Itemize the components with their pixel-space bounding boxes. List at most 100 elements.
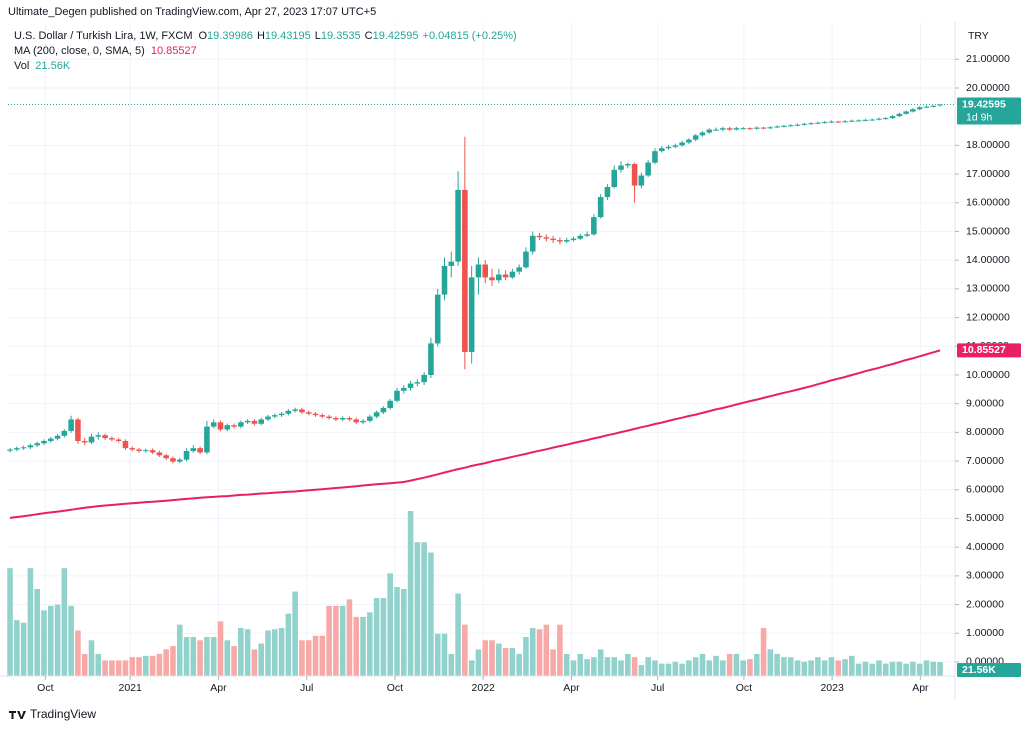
- volume-bar: [61, 568, 68, 676]
- volume-bar: [821, 660, 828, 676]
- volume-bar: [143, 655, 149, 676]
- volume-bar: [862, 661, 869, 676]
- volume-bar: [115, 660, 122, 676]
- volume-bar: [136, 657, 142, 676]
- y-tick-label: 10.00000: [966, 369, 1010, 381]
- volume-bar: [258, 643, 264, 676]
- volume-bar: [753, 653, 760, 676]
- legend-text: O: [198, 30, 207, 42]
- candle-body: [882, 118, 889, 120]
- candle-body: [821, 122, 828, 124]
- candle-body: [109, 438, 115, 440]
- candle-body: [244, 420, 251, 423]
- candle-body: [591, 217, 597, 235]
- candle-body: [835, 121, 842, 123]
- candle-body: [767, 127, 774, 129]
- candle-body: [713, 129, 719, 131]
- volume-bar: [496, 643, 502, 676]
- volume-bar: [122, 660, 129, 676]
- volume-bar: [428, 552, 434, 676]
- candle-body: [869, 119, 875, 121]
- candle-body: [176, 459, 183, 462]
- legend-text: 19.42595: [373, 30, 419, 42]
- candle-body: [136, 449, 142, 452]
- candle-body: [367, 416, 373, 421]
- volume-bar: [129, 657, 136, 676]
- candle-body: [251, 420, 258, 424]
- candle-body: [489, 277, 495, 281]
- y-tick-label: 18.00000: [966, 139, 1010, 151]
- candle-body: [726, 128, 733, 130]
- volume-bar: [238, 627, 244, 676]
- volume-bar: [204, 637, 210, 676]
- candle-body: [183, 451, 190, 460]
- candle-body: [27, 445, 34, 448]
- volume-bar: [190, 637, 197, 676]
- x-tick-label: Apr: [563, 682, 580, 694]
- volume-bar: [896, 661, 903, 676]
- candle-body: [930, 105, 937, 107]
- x-tick-label: 2022: [472, 682, 496, 694]
- volume-bar: [787, 657, 794, 676]
- volume-bar: [373, 598, 380, 676]
- x-tick-label: Oct: [736, 682, 752, 694]
- candle-body: [278, 413, 285, 416]
- candle-body: [61, 430, 68, 436]
- candle-body: [502, 274, 509, 278]
- volume-bar: [638, 664, 645, 676]
- candle-body: [380, 407, 387, 413]
- legend-text: +0.04815 (+0.25%): [423, 30, 517, 42]
- candle-body: [577, 235, 584, 239]
- y-tick-label: 8.00000: [966, 426, 1004, 438]
- candle-body: [706, 129, 713, 133]
- legend-text: 19.39986: [207, 30, 253, 42]
- candle-body: [20, 447, 27, 449]
- volume-bar: [482, 640, 489, 676]
- volume-bar: [516, 653, 522, 676]
- legend-text: 19.43195: [265, 30, 311, 42]
- candle-body: [774, 126, 780, 128]
- last-price-tag: 19.42595: [962, 98, 1006, 110]
- volume-bar: [272, 629, 278, 676]
- candle-body: [448, 261, 455, 266]
- candle-body: [238, 422, 244, 427]
- volume-bar: [828, 657, 835, 676]
- volume-bar: [170, 646, 176, 676]
- volume-bar: [54, 604, 61, 676]
- candle-body: [543, 237, 550, 239]
- candle-body: [190, 448, 197, 452]
- candle-body: [394, 390, 400, 401]
- brand-logo: [9, 711, 26, 719]
- volume-bar: [577, 653, 584, 676]
- volume-bar: [68, 605, 74, 676]
- volume-bar: [523, 637, 529, 676]
- candle-body: [95, 435, 102, 437]
- x-tick-label: 2023: [820, 682, 844, 694]
- volume-bar: [210, 637, 217, 676]
- candle-body: [400, 387, 407, 391]
- volume-bar: [434, 633, 441, 676]
- volume-bar: [47, 605, 54, 676]
- volume-bar: [156, 653, 163, 676]
- volume-bar: [733, 653, 740, 676]
- candle-body: [550, 238, 556, 241]
- volume-bar: [930, 661, 937, 676]
- candle-body: [115, 439, 122, 441]
- volume-bar: [740, 660, 746, 676]
- volume-bar: [326, 605, 332, 676]
- candle-body: [910, 109, 916, 112]
- candle-body: [889, 116, 896, 119]
- candle-body: [679, 142, 685, 146]
- volume-bar: [421, 542, 427, 676]
- volume-tag-box: [957, 663, 1021, 677]
- volume-bar: [285, 613, 292, 676]
- publish-note: Ultimate_Degen published on TradingView.…: [8, 6, 376, 18]
- candle-body: [557, 240, 563, 242]
- volume-bar: [591, 657, 597, 676]
- candle-body: [672, 145, 679, 147]
- y-tick-label: 17.00000: [966, 168, 1010, 180]
- volume-bar: [312, 635, 319, 676]
- volume-bar: [455, 593, 461, 676]
- volume-bar: [176, 624, 183, 676]
- volume-bar: [876, 660, 882, 676]
